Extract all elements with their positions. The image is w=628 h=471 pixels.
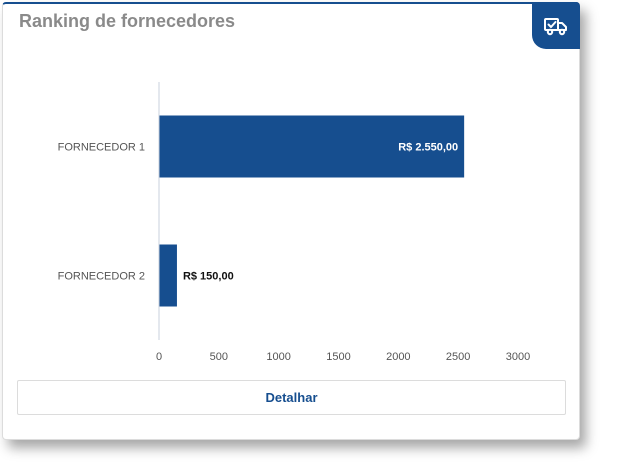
x-tick-label-1: 500 xyxy=(210,351,228,363)
x-tick-label-6: 3000 xyxy=(506,351,530,363)
truck-check-icon xyxy=(544,17,567,35)
x-tick-label-2: 1000 xyxy=(266,351,290,363)
value-label-1: R$ 2.550,00 xyxy=(398,142,458,154)
category-label-1: FORNECEDOR 1 xyxy=(58,142,145,154)
bar-1 xyxy=(159,115,465,178)
ranking-bar-chart: 0 500 1000 1500 2000 2500 3000 FORNECEDOR 1 FOR… xyxy=(58,82,530,363)
x-tick-label-3: 1500 xyxy=(326,351,350,363)
bar-2 xyxy=(159,244,177,307)
x-tick-label-4: 2000 xyxy=(386,351,410,363)
card-icon-badge xyxy=(532,2,580,49)
x-tick-label-5: 2500 xyxy=(446,351,470,363)
supplier-ranking-card: Ranking de fornecedores 0 500 1000 1500 2000… xyxy=(2,2,580,440)
x-tick-label-0: 0 xyxy=(156,351,162,363)
value-label-2: R$ 150,00 xyxy=(183,271,234,283)
detail-button[interactable]: Detalhar xyxy=(17,380,566,415)
category-label-2: FORNECEDOR 2 xyxy=(58,271,145,283)
card-title: Ranking de fornecedores xyxy=(19,11,236,31)
